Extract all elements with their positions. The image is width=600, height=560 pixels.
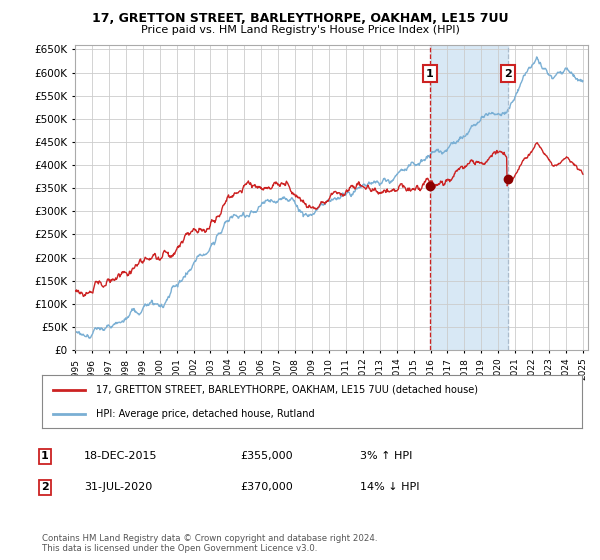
Text: HPI: Average price, detached house, Rutland: HPI: Average price, detached house, Rutl… [96,409,314,419]
Text: 31-JUL-2020: 31-JUL-2020 [84,482,152,492]
Text: 18-DEC-2015: 18-DEC-2015 [84,451,157,461]
Bar [430,45,508,350]
Text: 17, GRETTON STREET, BARLEYTHORPE, OAKHAM, LE15 7UU (detached house): 17, GRETTON STREET, BARLEYTHORPE, OAKHAM… [96,385,478,395]
Text: 17, GRETTON STREET, BARLEYTHORPE, OAKHAM, LE15 7UU: 17, GRETTON STREET, BARLEYTHORPE, OAKHAM… [92,12,508,25]
Text: 3% ↑ HPI: 3% ↑ HPI [360,451,412,461]
Text: 1: 1 [426,69,434,79]
Text: Contains HM Land Registry data © Crown copyright and database right 2024.
This d: Contains HM Land Registry data © Crown c… [42,534,377,553]
Text: 1: 1 [41,451,49,461]
Text: 2: 2 [41,482,49,492]
Text: £370,000: £370,000 [240,482,293,492]
Text: Price paid vs. HM Land Registry's House Price Index (HPI): Price paid vs. HM Land Registry's House … [140,25,460,35]
Text: 2: 2 [504,69,512,79]
Text: £355,000: £355,000 [240,451,293,461]
Text: 14% ↓ HPI: 14% ↓ HPI [360,482,419,492]
